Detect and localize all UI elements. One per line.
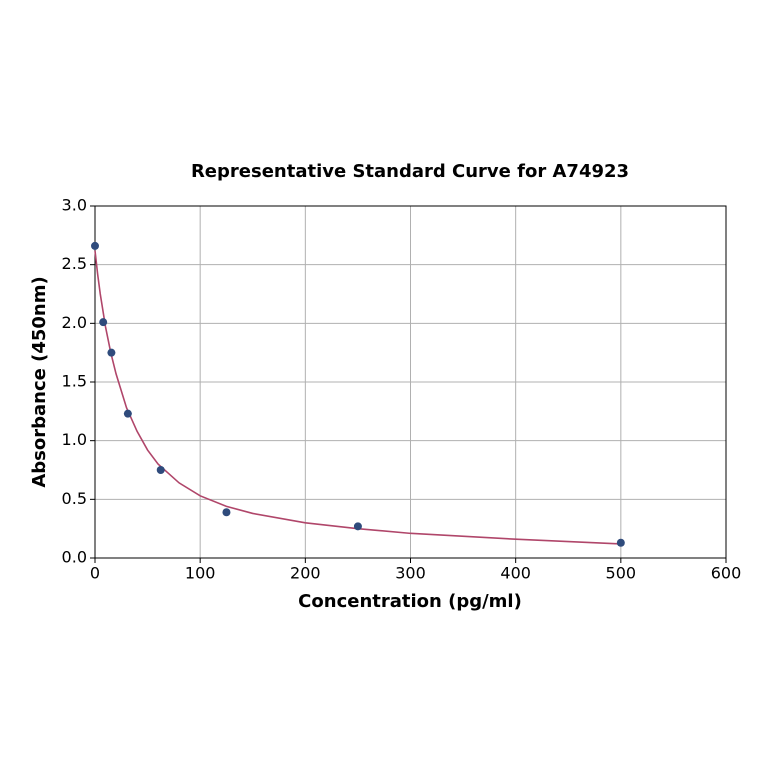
- data-point: [123, 409, 132, 418]
- data-point: [222, 508, 231, 517]
- y-tick-label: 1.5: [62, 372, 87, 391]
- x-tick-label: 0: [90, 564, 100, 583]
- x-tick-label: 400: [500, 564, 531, 583]
- data-point: [616, 538, 625, 547]
- y-axis-label: Absorbance (450nm): [29, 276, 50, 487]
- data-point: [91, 241, 99, 250]
- data-point: [156, 466, 165, 474]
- y-tick-label: 1.0: [62, 430, 87, 449]
- y-tick-label: 0.5: [62, 489, 87, 508]
- data-point: [353, 522, 362, 531]
- chart-title: Representative Standard Curve for A74923: [191, 161, 629, 182]
- y-tick-label: 2.0: [62, 313, 87, 332]
- x-tick-label: 300: [395, 564, 426, 583]
- x-tick-label: 200: [290, 564, 321, 583]
- y-tick-label: 0.0: [62, 548, 87, 567]
- plot-frame: [94, 205, 727, 559]
- x-tick-label: 500: [606, 564, 637, 583]
- x-axis-label: Concentration (pg/ml): [298, 591, 522, 612]
- fit-curve: [94, 250, 621, 545]
- y-tick-label: 2.5: [62, 254, 87, 273]
- x-tick-label: 100: [185, 564, 216, 583]
- y-tick-label: 3.0: [62, 196, 87, 215]
- data-point: [107, 348, 116, 357]
- x-tick-label: 600: [711, 564, 742, 583]
- data-point: [99, 318, 108, 327]
